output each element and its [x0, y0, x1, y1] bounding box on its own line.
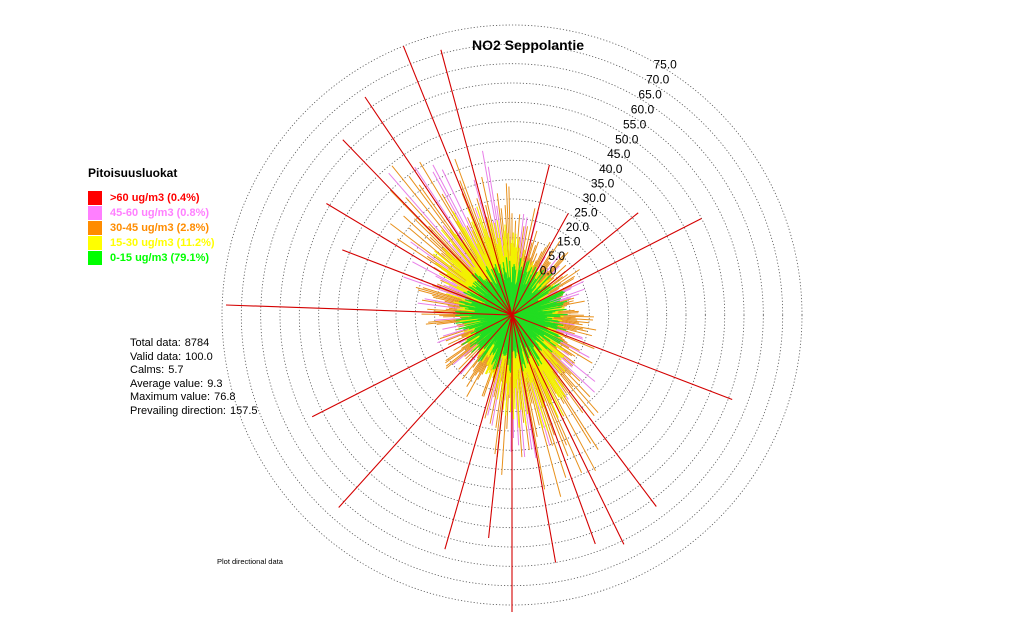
spoke-red	[511, 164, 550, 316]
data-spokes	[225, 45, 733, 612]
grid-ring	[356, 159, 668, 471]
legend-item: 0-15 ug/m3 (79.1%)	[88, 250, 215, 265]
radial-tick-label: 0.0	[540, 263, 557, 277]
spoke-green	[510, 282, 513, 316]
radial-tick-label: 55.0	[623, 118, 647, 132]
spoke-red	[511, 314, 625, 545]
grid-ring	[240, 43, 784, 587]
radial-tick-label: 50.0	[615, 132, 639, 146]
radial-tick-labels: 0.05.015.020.025.030.035.040.045.050.055…	[540, 58, 677, 278]
spoke-red	[342, 249, 513, 316]
spoke-red	[326, 203, 513, 316]
legend-item: >60 ug/m3 (0.4%)	[88, 190, 215, 205]
spoke-red	[402, 45, 513, 316]
grid-ring	[434, 237, 590, 393]
spoke-red	[511, 314, 596, 545]
spoke-red	[342, 139, 513, 316]
grid-ring	[376, 179, 648, 451]
radial-tick-label: 65.0	[638, 88, 662, 102]
legend-swatch	[88, 235, 102, 250]
legend: Pitoisuusluokat >60 ug/m3 (0.4%) 45-60 u…	[88, 166, 215, 265]
radial-tick-label: 20.0	[566, 220, 590, 234]
radial-tick-label: 30.0	[583, 191, 607, 205]
spoke-red	[511, 212, 639, 316]
stat-prevailing-direction: Prevailing direction: 157.5	[130, 404, 258, 417]
radial-tick-label: 15.0	[557, 235, 581, 249]
radial-tick-label: 5.0	[548, 249, 565, 263]
chart-title: NO2 Seppolantie	[471, 37, 585, 53]
legend-label: 45-60 ug/m3 (0.8%)	[110, 206, 210, 219]
radial-tick-label: 35.0	[591, 177, 615, 191]
legend-swatch	[88, 250, 102, 265]
radial-tick-label: 40.0	[599, 162, 623, 176]
spoke-red	[225, 304, 513, 316]
legend-item: 15-30 ug/m3 (11.2%)	[88, 235, 215, 250]
legend-label: >60 ug/m3 (0.4%)	[110, 191, 200, 204]
grid-ring	[395, 198, 629, 432]
legend-label: 30-45 ug/m3 (2.8%)	[110, 221, 210, 234]
spoke-red	[511, 213, 569, 316]
spoke-red	[488, 314, 513, 539]
legend-swatch	[88, 190, 102, 205]
stat-maximum-value: Maximum value: 76.8	[130, 391, 236, 403]
stat-average-value: Average value: 9.3	[130, 377, 223, 390]
legend-title: Pitoisuusluokat	[88, 166, 178, 180]
spoke-red	[364, 96, 513, 316]
radial-tick-label: 60.0	[631, 103, 655, 117]
legend-swatch	[88, 220, 102, 235]
spoke-red	[511, 314, 733, 401]
grid-ring	[279, 82, 745, 548]
spoke-red	[511, 314, 557, 563]
radial-tick-label: 25.0	[574, 206, 598, 220]
spoke-red	[511, 218, 702, 316]
spoke-red	[338, 314, 513, 508]
legend-swatch	[88, 205, 102, 220]
grid-ring	[337, 140, 687, 490]
legend-item: 45-60 ug/m3 (0.8%)	[88, 205, 215, 220]
spoke-red	[440, 49, 513, 316]
radial-tick-label: 75.0	[654, 58, 678, 72]
stat-calms: Calms: 5.7	[130, 364, 184, 376]
legend-item: 30-45 ug/m3 (2.8%)	[88, 220, 215, 235]
stat-valid-data: Valid data: 100.0	[130, 350, 213, 363]
spoke-red	[311, 314, 513, 418]
radial-tick-label: 45.0	[607, 147, 631, 161]
footnote: Plot directional data	[217, 557, 283, 566]
summary-stats: Total data: 8784 Valid data: 100.0 Calms: 5…	[130, 337, 258, 418]
legend-label: 15-30 ug/m3 (11.2%)	[110, 236, 215, 249]
spoke-red	[444, 314, 513, 550]
spoke-red	[511, 314, 657, 507]
stat-total-data: Total data: 8784	[130, 337, 210, 349]
legend-label: 0-15 ug/m3 (79.1%)	[110, 251, 210, 264]
radial-tick-label: 70.0	[646, 73, 670, 87]
